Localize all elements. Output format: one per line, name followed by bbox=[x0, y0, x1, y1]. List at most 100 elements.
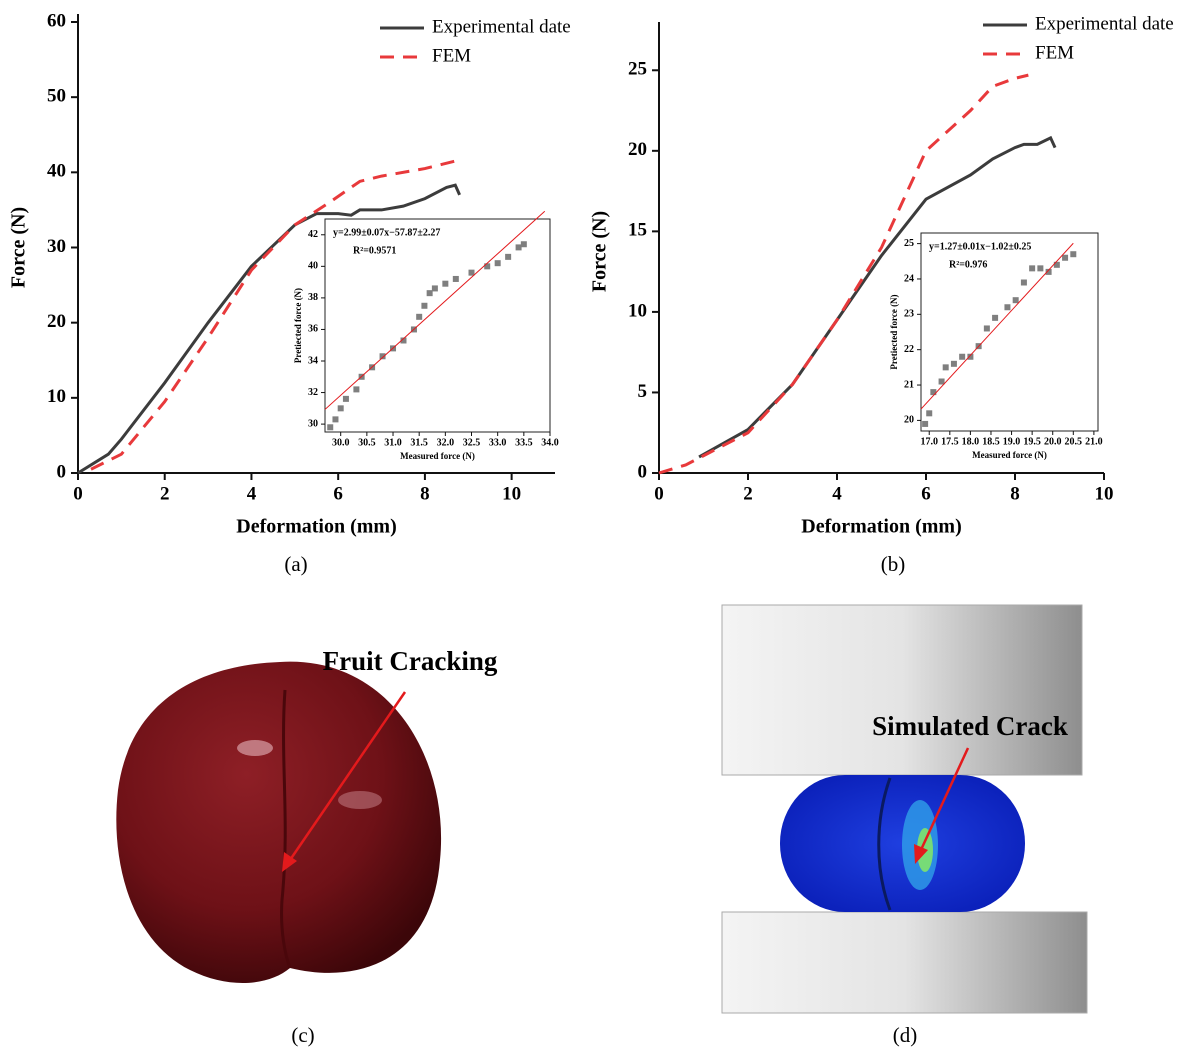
marker bbox=[1062, 254, 1069, 261]
y-tick-label: 34 bbox=[308, 355, 318, 366]
y-tick-label: 5 bbox=[638, 381, 648, 402]
y-tick-label: 25 bbox=[904, 238, 914, 249]
x-tick-label: 33.0 bbox=[489, 437, 507, 448]
x-tick-label: 0 bbox=[654, 483, 664, 504]
x-axis-title: Deformation (mm) bbox=[236, 516, 397, 538]
marker bbox=[922, 420, 929, 427]
marker bbox=[967, 353, 974, 360]
marker bbox=[520, 241, 527, 248]
x-tick-label: 2 bbox=[743, 483, 753, 504]
series-line bbox=[90, 159, 456, 471]
x-axis-title: Measured force (N) bbox=[972, 450, 1047, 460]
annotation: R²=0.9571 bbox=[353, 245, 396, 256]
arrow-head bbox=[914, 844, 928, 864]
legend-label: Experimental date bbox=[432, 16, 571, 37]
y-tick-label: 30 bbox=[308, 418, 318, 429]
marker bbox=[1012, 297, 1019, 304]
y-axis-title: Force (N) bbox=[8, 207, 30, 288]
marker bbox=[1053, 261, 1060, 268]
x-tick-label: 31.0 bbox=[384, 437, 402, 448]
annotation: R²=0.976 bbox=[949, 259, 987, 270]
x-tick-label: 20.0 bbox=[1044, 436, 1062, 447]
y-tick-label: 10 bbox=[628, 300, 647, 321]
legend-label: FEM bbox=[432, 45, 471, 66]
highlight bbox=[338, 791, 382, 809]
x-axis-title: Deformation (mm) bbox=[801, 516, 962, 538]
y-tick-label: 32 bbox=[308, 387, 318, 398]
x-axis-title: Measured force (N) bbox=[400, 451, 475, 461]
inset-frame bbox=[324, 218, 551, 433]
split bbox=[877, 777, 892, 911]
photo-annotation: Fruit Cracking bbox=[323, 646, 498, 676]
x-tick-label: 30.5 bbox=[358, 437, 376, 448]
x-tick-label: 32.5 bbox=[463, 437, 481, 448]
marker bbox=[505, 253, 512, 260]
y-tick-label: 21 bbox=[904, 379, 914, 390]
y-axis-title: Force (N) bbox=[589, 211, 611, 292]
y-tick-label: 40 bbox=[47, 161, 66, 182]
y-axis-title: Pretiected force (N) bbox=[293, 288, 303, 363]
chart: 30.0 30.5 31.0 31.5 32.0 32.5 33.0 33.5 34.0 30 32… bbox=[293, 210, 559, 461]
marker bbox=[1070, 251, 1077, 258]
y-tick-label: 24 bbox=[904, 273, 914, 284]
x-tick-label: 19.0 bbox=[1003, 436, 1021, 447]
marker bbox=[452, 275, 459, 282]
series-line bbox=[658, 73, 1029, 475]
photo-annotation: Simulated Crack bbox=[872, 711, 1068, 741]
arrow-head bbox=[282, 852, 297, 872]
x-tick-label: 30.0 bbox=[332, 437, 350, 448]
inset-frame bbox=[920, 232, 1099, 432]
panel-label: (c) bbox=[291, 1023, 314, 1047]
cherry-photo: Fruit Cracking bbox=[116, 646, 498, 983]
marker bbox=[342, 395, 349, 402]
y-tick-label: 30 bbox=[47, 236, 66, 257]
y-tick-label: 20 bbox=[47, 311, 66, 332]
y-tick-label: 20 bbox=[904, 415, 914, 426]
x-tick-label: 33.5 bbox=[515, 437, 533, 448]
marker bbox=[337, 405, 344, 412]
panel-label: (d) bbox=[893, 1023, 918, 1047]
arrow bbox=[918, 747, 970, 853]
series-line bbox=[77, 183, 461, 475]
marker bbox=[1020, 279, 1027, 286]
y-tick-label: 23 bbox=[904, 309, 914, 320]
panel-label: (b) bbox=[881, 552, 906, 576]
top-plate bbox=[721, 604, 1083, 776]
marker bbox=[421, 302, 428, 309]
marker bbox=[938, 378, 945, 385]
marker bbox=[983, 325, 990, 332]
marker bbox=[1037, 265, 1044, 272]
x-tick-label: 20.5 bbox=[1065, 436, 1083, 447]
y-tick-label: 20 bbox=[628, 139, 647, 160]
marker bbox=[950, 360, 957, 367]
x-tick-label: 17.0 bbox=[920, 436, 938, 447]
y-tick-label: 60 bbox=[47, 10, 66, 31]
x-tick-label: 6 bbox=[921, 483, 931, 504]
x-tick-label: 8 bbox=[1010, 483, 1020, 504]
x-tick-label: 10 bbox=[1095, 483, 1114, 504]
y-tick-label: 0 bbox=[638, 461, 648, 482]
x-tick-label: 6 bbox=[333, 483, 343, 504]
panel-label: (a) bbox=[284, 552, 307, 576]
y-axis-title: Pretiected force (N) bbox=[889, 294, 899, 369]
chart: 0 2 4 6 8 10 0 10 20 30 40 50 60 Deformation (mm) Forc… bbox=[8, 10, 571, 537]
marker bbox=[942, 364, 949, 371]
marker bbox=[515, 244, 522, 251]
y-tick-label: 40 bbox=[308, 261, 318, 272]
x-tick-label: 4 bbox=[832, 483, 842, 504]
annotation: y=2.99±0.07x−57.87±2.27 bbox=[333, 227, 440, 238]
y-tick-label: 50 bbox=[47, 86, 66, 107]
marker bbox=[442, 280, 449, 287]
marker bbox=[959, 353, 966, 360]
marker bbox=[379, 353, 386, 360]
chart: 17.0 17.5 18.0 18.5 19.0 19.5 20.0 20.5 21.0 20 21… bbox=[889, 232, 1103, 460]
series-line bbox=[324, 210, 546, 410]
marker bbox=[926, 410, 933, 417]
y-tick-label: 0 bbox=[57, 461, 67, 482]
marker bbox=[416, 313, 423, 320]
y-tick-label: 38 bbox=[308, 292, 318, 303]
annotation: y=1.27±0.01x−1.02±0.25 bbox=[929, 241, 1031, 252]
marker bbox=[1029, 265, 1036, 272]
